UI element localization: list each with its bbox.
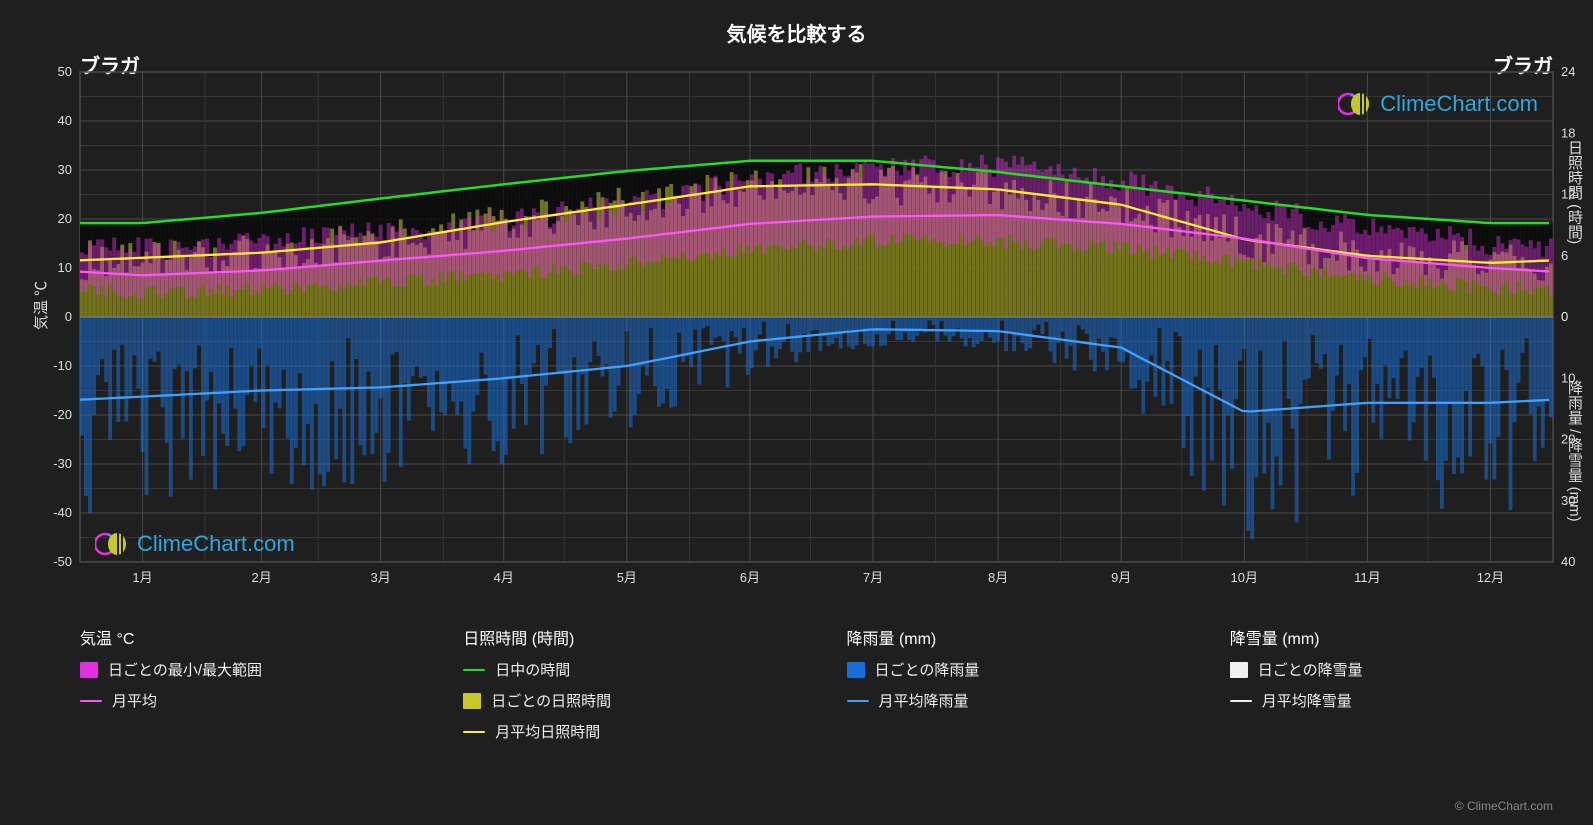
month-label: 4月 bbox=[494, 570, 514, 585]
svg-text:20: 20 bbox=[1561, 432, 1575, 447]
legend-label: 日ごとの降雪量 bbox=[1258, 659, 1363, 680]
legend-item: 日中の時間 bbox=[463, 659, 786, 680]
legend-item: 日ごとの降雪量 bbox=[1230, 659, 1553, 680]
svg-text:6: 6 bbox=[1561, 248, 1568, 263]
climechart-logo-icon bbox=[95, 530, 129, 558]
legend-swatch bbox=[80, 700, 102, 702]
legend-col-snow: 降雪量 (mm) 日ごとの降雪量月平均降雪量 bbox=[1230, 625, 1553, 752]
legend-label: 月平均 bbox=[112, 690, 157, 711]
svg-text:20: 20 bbox=[58, 211, 72, 226]
watermark-text: ClimeChart.com bbox=[137, 531, 295, 557]
legend-label: 月平均降雪量 bbox=[1262, 690, 1352, 711]
month-label: 9月 bbox=[1111, 570, 1131, 585]
watermark-text: ClimeChart.com bbox=[1380, 91, 1538, 117]
chart-area: -50-40-30-20-100102030405006121824010203… bbox=[80, 72, 1553, 592]
legend-title-temp: 気温 °C bbox=[80, 625, 403, 649]
daily-bars bbox=[80, 155, 1553, 539]
legend-swatch bbox=[1230, 662, 1248, 678]
svg-text:-30: -30 bbox=[53, 456, 72, 471]
month-label: 7月 bbox=[863, 570, 883, 585]
legend-swatch bbox=[463, 669, 485, 671]
svg-text:40: 40 bbox=[1561, 554, 1575, 569]
svg-text:50: 50 bbox=[58, 64, 72, 79]
chart-title: 気候を比較する bbox=[0, 0, 1593, 47]
legend-swatch bbox=[847, 662, 865, 678]
svg-text:30: 30 bbox=[1561, 493, 1575, 508]
legend-col-sun: 日照時間 (時間) 日中の時間日ごとの日照時間月平均日照時間 bbox=[463, 625, 786, 752]
legend-title-sun: 日照時間 (時間) bbox=[463, 625, 786, 649]
legend-item: 月平均日照時間 bbox=[463, 721, 786, 742]
legend-item: 月平均降雨量 bbox=[847, 690, 1170, 711]
svg-text:40: 40 bbox=[58, 113, 72, 128]
svg-text:-40: -40 bbox=[53, 505, 72, 520]
svg-text:0: 0 bbox=[65, 309, 72, 324]
svg-text:-20: -20 bbox=[53, 407, 72, 422]
climate-chart-svg: -50-40-30-20-100102030405006121824010203… bbox=[80, 72, 1553, 592]
legend: 気温 °C 日ごとの最小/最大範囲月平均 日照時間 (時間) 日中の時間日ごとの… bbox=[80, 625, 1553, 752]
legend-title-rain: 降雨量 (mm) bbox=[847, 625, 1170, 649]
watermark-bottom: ClimeChart.com bbox=[95, 530, 295, 558]
svg-text:-10: -10 bbox=[53, 358, 72, 373]
legend-swatch bbox=[1230, 700, 1252, 702]
legend-item: 日ごとの降雨量 bbox=[847, 659, 1170, 680]
legend-label: 日ごとの日照時間 bbox=[491, 690, 611, 711]
legend-label: 日ごとの最小/最大範囲 bbox=[108, 659, 262, 680]
y-axis-left-label: 気温 ℃ bbox=[30, 281, 51, 330]
legend-col-temp: 気温 °C 日ごとの最小/最大範囲月平均 bbox=[80, 625, 403, 752]
legend-label: 日ごとの降雨量 bbox=[875, 659, 980, 680]
legend-label: 月平均降雨量 bbox=[879, 690, 969, 711]
legend-item: 日ごとの日照時間 bbox=[463, 690, 786, 711]
svg-text:10: 10 bbox=[1561, 370, 1575, 385]
copyright: © ClimeChart.com bbox=[1455, 799, 1553, 813]
legend-col-rain: 降雨量 (mm) 日ごとの降雨量月平均降雨量 bbox=[847, 625, 1170, 752]
svg-text:18: 18 bbox=[1561, 125, 1575, 140]
month-label: 6月 bbox=[740, 570, 760, 585]
svg-text:-50: -50 bbox=[53, 554, 72, 569]
month-label: 1月 bbox=[132, 570, 152, 585]
svg-text:24: 24 bbox=[1561, 64, 1575, 79]
legend-swatch bbox=[80, 662, 98, 678]
legend-swatch bbox=[463, 693, 481, 709]
svg-text:30: 30 bbox=[58, 162, 72, 177]
month-label: 12月 bbox=[1477, 570, 1504, 585]
legend-swatch bbox=[847, 700, 869, 702]
month-label: 10月 bbox=[1231, 570, 1258, 585]
svg-text:10: 10 bbox=[58, 260, 72, 275]
legend-item: 日ごとの最小/最大範囲 bbox=[80, 659, 403, 680]
month-label: 5月 bbox=[617, 570, 637, 585]
legend-label: 日中の時間 bbox=[495, 659, 570, 680]
month-label: 3月 bbox=[371, 570, 391, 585]
watermark-top: ClimeChart.com bbox=[1338, 90, 1538, 118]
month-label: 2月 bbox=[251, 570, 271, 585]
legend-item: 月平均 bbox=[80, 690, 403, 711]
legend-label: 月平均日照時間 bbox=[495, 721, 600, 742]
legend-item: 月平均降雪量 bbox=[1230, 690, 1553, 711]
month-label: 8月 bbox=[988, 570, 1008, 585]
month-label: 11月 bbox=[1354, 570, 1381, 585]
legend-title-snow: 降雪量 (mm) bbox=[1230, 625, 1553, 649]
legend-swatch bbox=[463, 731, 485, 733]
climechart-logo-icon bbox=[1338, 90, 1372, 118]
svg-text:0: 0 bbox=[1561, 309, 1568, 324]
svg-text:12: 12 bbox=[1561, 187, 1575, 202]
